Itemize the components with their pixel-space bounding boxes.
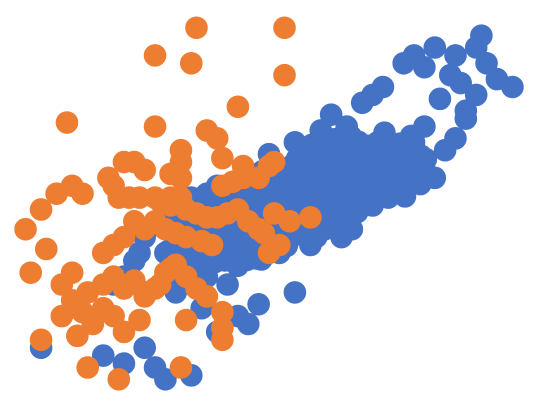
data-point-series-1 [247, 292, 270, 316]
data-point-series-2 [112, 150, 136, 174]
data-point-series-1 [283, 281, 307, 304]
data-point-series-2 [50, 273, 74, 296]
data-point-series-2 [278, 210, 302, 233]
data-point-series-1 [407, 154, 431, 178]
data-point-series-2 [273, 16, 296, 40]
data-point-series-2 [112, 320, 136, 344]
data-point-series-1 [464, 83, 488, 107]
data-point-series-1 [335, 115, 359, 138]
data-point-series-1 [340, 217, 364, 241]
data-point-series-2 [211, 300, 234, 324]
data-point-series-1 [91, 344, 115, 367]
data-point-series-2 [148, 273, 172, 296]
data-point-series-1 [216, 273, 239, 296]
data-point-series-1 [382, 138, 405, 162]
data-point-series-1 [449, 71, 472, 95]
data-point-series-1 [361, 83, 384, 107]
data-point-series-0 [324, 151, 348, 175]
data-point-series-2 [102, 304, 125, 328]
data-point-series-2 [174, 308, 198, 332]
data-point-series-1 [475, 51, 498, 75]
data-point-series-1 [423, 166, 447, 190]
data-point-series-2 [123, 269, 146, 292]
data-point-series-1 [444, 127, 467, 150]
data-point-series-2 [107, 367, 131, 391]
data-point-series-2 [60, 174, 84, 198]
data-point-series-2 [180, 51, 203, 75]
data-point-series-2 [19, 261, 43, 284]
data-point-series-1 [485, 67, 509, 91]
data-point-series-1 [299, 233, 322, 257]
data-point-series-2 [50, 304, 74, 328]
data-point-series-1 [309, 119, 333, 142]
data-point-series-1 [288, 162, 312, 186]
data-point-series-1 [402, 131, 426, 154]
data-point-series-2 [226, 95, 250, 119]
data-point-series-1 [392, 174, 415, 198]
data-point-series-2 [29, 198, 53, 221]
data-point-series-2 [133, 217, 156, 241]
data-point-series-2 [257, 241, 281, 265]
data-point-series-2 [66, 324, 89, 348]
data-point-series-2 [29, 328, 53, 352]
data-point-series-1 [454, 107, 478, 130]
data-point-series-2 [91, 241, 115, 265]
data-point-series-2 [81, 312, 105, 336]
data-point-series-2 [159, 257, 182, 281]
data-point-series-1 [319, 103, 343, 126]
data-point-series-2 [299, 206, 322, 229]
data-point-series-2 [211, 328, 234, 352]
data-point-series-2 [169, 356, 193, 379]
data-point-series-2 [200, 233, 224, 257]
data-point-series-1 [423, 36, 447, 59]
plot-area [14, 16, 524, 391]
data-point-series-2 [273, 63, 296, 87]
data-point-series-1 [283, 131, 307, 154]
data-point-series-2 [143, 115, 167, 138]
data-point-series-1 [464, 36, 488, 59]
data-point-series-1 [428, 87, 452, 111]
data-point-series-2 [211, 146, 234, 170]
data-point-series-1 [376, 186, 400, 209]
data-point-series-2 [128, 308, 151, 332]
data-point-series-1 [133, 336, 156, 360]
data-point-series-1 [236, 233, 260, 257]
data-point-series-2 [205, 127, 229, 150]
data-point-series-2 [76, 356, 99, 379]
data-point-series-1 [350, 162, 374, 186]
data-point-series-1 [319, 174, 343, 198]
data-point-series-2 [14, 217, 37, 241]
data-point-series-2 [133, 158, 156, 182]
data-point-series-2 [34, 237, 58, 261]
data-point-series-1 [143, 356, 167, 379]
data-point-series-2 [185, 16, 208, 40]
data-point-series-2 [169, 166, 193, 190]
data-point-series-2 [55, 111, 79, 134]
data-point-series-2 [143, 44, 167, 67]
data-point-series-2 [195, 285, 219, 308]
data-point-series-1 [444, 44, 467, 67]
data-point-series-1 [413, 115, 436, 138]
data-point-series-1 [392, 51, 415, 75]
data-point-series-2 [231, 166, 255, 190]
